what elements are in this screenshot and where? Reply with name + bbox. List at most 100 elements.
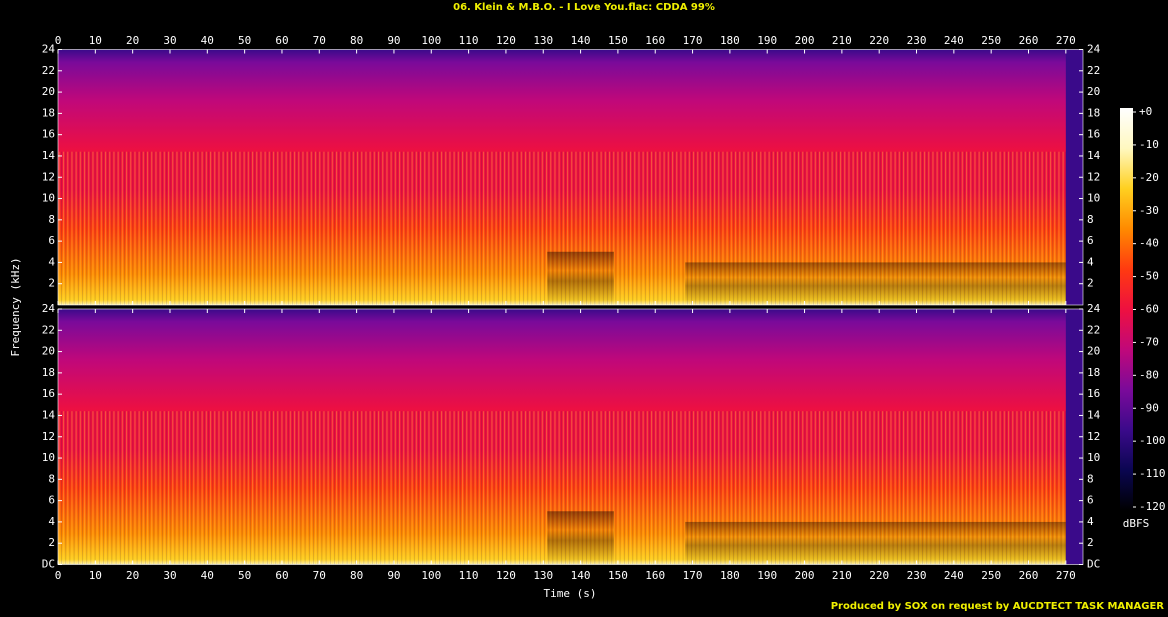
x-tick-label: 220	[869, 34, 889, 47]
y-tick-label: 24	[42, 302, 56, 315]
x-tick-label: 210	[832, 34, 852, 47]
x-tick-label: 180	[720, 34, 740, 47]
x-tick-label: 240	[944, 34, 964, 47]
y-tick-label: 2	[48, 536, 55, 549]
y-tick-label: 14	[1087, 408, 1101, 421]
y-tick-label: DC	[1087, 558, 1100, 571]
y-tick-label: 8	[1087, 472, 1094, 485]
y-tick-label: 24	[42, 43, 56, 56]
x-tick-label: 70	[313, 569, 326, 582]
y-tick-label: 10	[1087, 451, 1100, 464]
y-tick-label: DC	[42, 558, 55, 571]
x-tick-label: 240	[944, 569, 964, 582]
colorbar-tick-label: -80	[1139, 368, 1159, 381]
y-tick-label: 6	[48, 494, 55, 507]
x-tick-label: 20	[126, 34, 139, 47]
x-tick-label: 30	[163, 569, 176, 582]
x-tick-label: 270	[1056, 34, 1076, 47]
x-tick-label: 10	[89, 569, 102, 582]
x-tick-label: 250	[981, 34, 1001, 47]
x-tick-label: 50	[238, 569, 251, 582]
y-tick-label: 14	[42, 408, 56, 421]
colorbar-tick-label: -70	[1139, 335, 1159, 348]
y-tick-label: 14	[1087, 149, 1101, 162]
x-tick-label: 110	[459, 34, 479, 47]
y-tick-label: 16	[42, 128, 55, 141]
y-tick-label: 22	[1087, 64, 1100, 77]
y-tick-label: 2	[1087, 277, 1094, 290]
x-tick-label: 230	[907, 569, 927, 582]
x-tick-label: 150	[608, 569, 628, 582]
x-tick-label: 150	[608, 34, 628, 47]
y-tick-label: 20	[1087, 345, 1100, 358]
y-tick-label: 20	[42, 345, 55, 358]
x-tick-label: 170	[683, 569, 703, 582]
y-tick-label: 8	[48, 472, 55, 485]
y-tick-label: 6	[1087, 234, 1094, 247]
colorbar-tick-label: -110	[1139, 467, 1166, 480]
y-tick-label: 10	[1087, 192, 1100, 205]
y-tick-label: 12	[1087, 430, 1100, 443]
colorbar-label: dBFS	[1123, 517, 1150, 530]
y-tick-label: 14	[42, 149, 56, 162]
x-tick-label: 0	[55, 569, 62, 582]
colorbar-tick-label: -40	[1139, 237, 1159, 250]
x-axis-label: Time (s)	[544, 587, 597, 600]
colorbar-tick-label: -60	[1139, 303, 1159, 316]
x-tick-label: 190	[757, 34, 777, 47]
colorbar-tick-label: -100	[1139, 434, 1166, 447]
y-tick-label: 20	[1087, 85, 1100, 98]
colorbar-tick-label: -120	[1139, 500, 1166, 513]
x-tick-label: 60	[275, 569, 288, 582]
x-tick-label: 220	[869, 569, 889, 582]
y-tick-label: 2	[48, 277, 55, 290]
x-tick-label: 10	[89, 34, 102, 47]
x-tick-label: 270	[1056, 569, 1076, 582]
colorbar-tick-label: -50	[1139, 270, 1159, 283]
x-tick-label: 30	[163, 34, 176, 47]
y-tick-label: 6	[48, 234, 55, 247]
y-tick-label: 12	[42, 430, 55, 443]
y-axis-label: Frequency (kHz)	[9, 257, 22, 356]
colorbar-tick-label: -30	[1139, 204, 1159, 217]
y-tick-label: 16	[1087, 128, 1100, 141]
x-tick-label: 140	[571, 569, 591, 582]
x-tick-label: 200	[795, 569, 815, 582]
x-tick-label: 130	[533, 569, 553, 582]
x-tick-label: 190	[757, 569, 777, 582]
quiet-region	[685, 521, 1066, 565]
y-tick-label: 6	[1087, 494, 1094, 507]
x-tick-label: 180	[720, 569, 740, 582]
colorbar-tick-label: -20	[1139, 171, 1159, 184]
y-tick-label: 16	[42, 387, 55, 400]
y-tick-label: 22	[42, 323, 55, 336]
colorbar-tick-label: +0	[1139, 105, 1152, 118]
x-tick-label: 20	[126, 569, 139, 582]
y-tick-label: 8	[1087, 213, 1094, 226]
y-tick-label: 18	[42, 366, 55, 379]
x-tick-label: 210	[832, 569, 852, 582]
y-tick-label: 12	[42, 170, 55, 183]
colorbar	[1120, 108, 1133, 511]
y-tick-label: 18	[1087, 106, 1100, 119]
y-tick-label: 4	[1087, 255, 1094, 268]
y-tick-label: 18	[42, 106, 55, 119]
x-tick-label: 40	[201, 569, 214, 582]
credit: Produced by SOX on request by AUCDTECT T…	[831, 601, 1165, 612]
x-tick-label: 50	[238, 34, 251, 47]
x-tick-label: 130	[533, 34, 553, 47]
x-tick-label: 140	[571, 34, 591, 47]
x-tick-label: 100	[421, 34, 441, 47]
y-tick-label: 10	[42, 451, 55, 464]
quiet-region	[685, 262, 1066, 305]
y-tick-label: 10	[42, 192, 55, 205]
colorbar-tick-label: -90	[1139, 401, 1159, 414]
x-tick-label: 260	[1019, 569, 1039, 582]
y-tick-label: 20	[42, 85, 55, 98]
x-tick-label: 120	[496, 34, 516, 47]
x-tick-label: 160	[645, 34, 665, 47]
x-tick-label: 90	[387, 569, 400, 582]
y-tick-label: 4	[48, 255, 55, 268]
y-tick-label: 18	[1087, 366, 1100, 379]
quiet-region	[547, 251, 614, 305]
